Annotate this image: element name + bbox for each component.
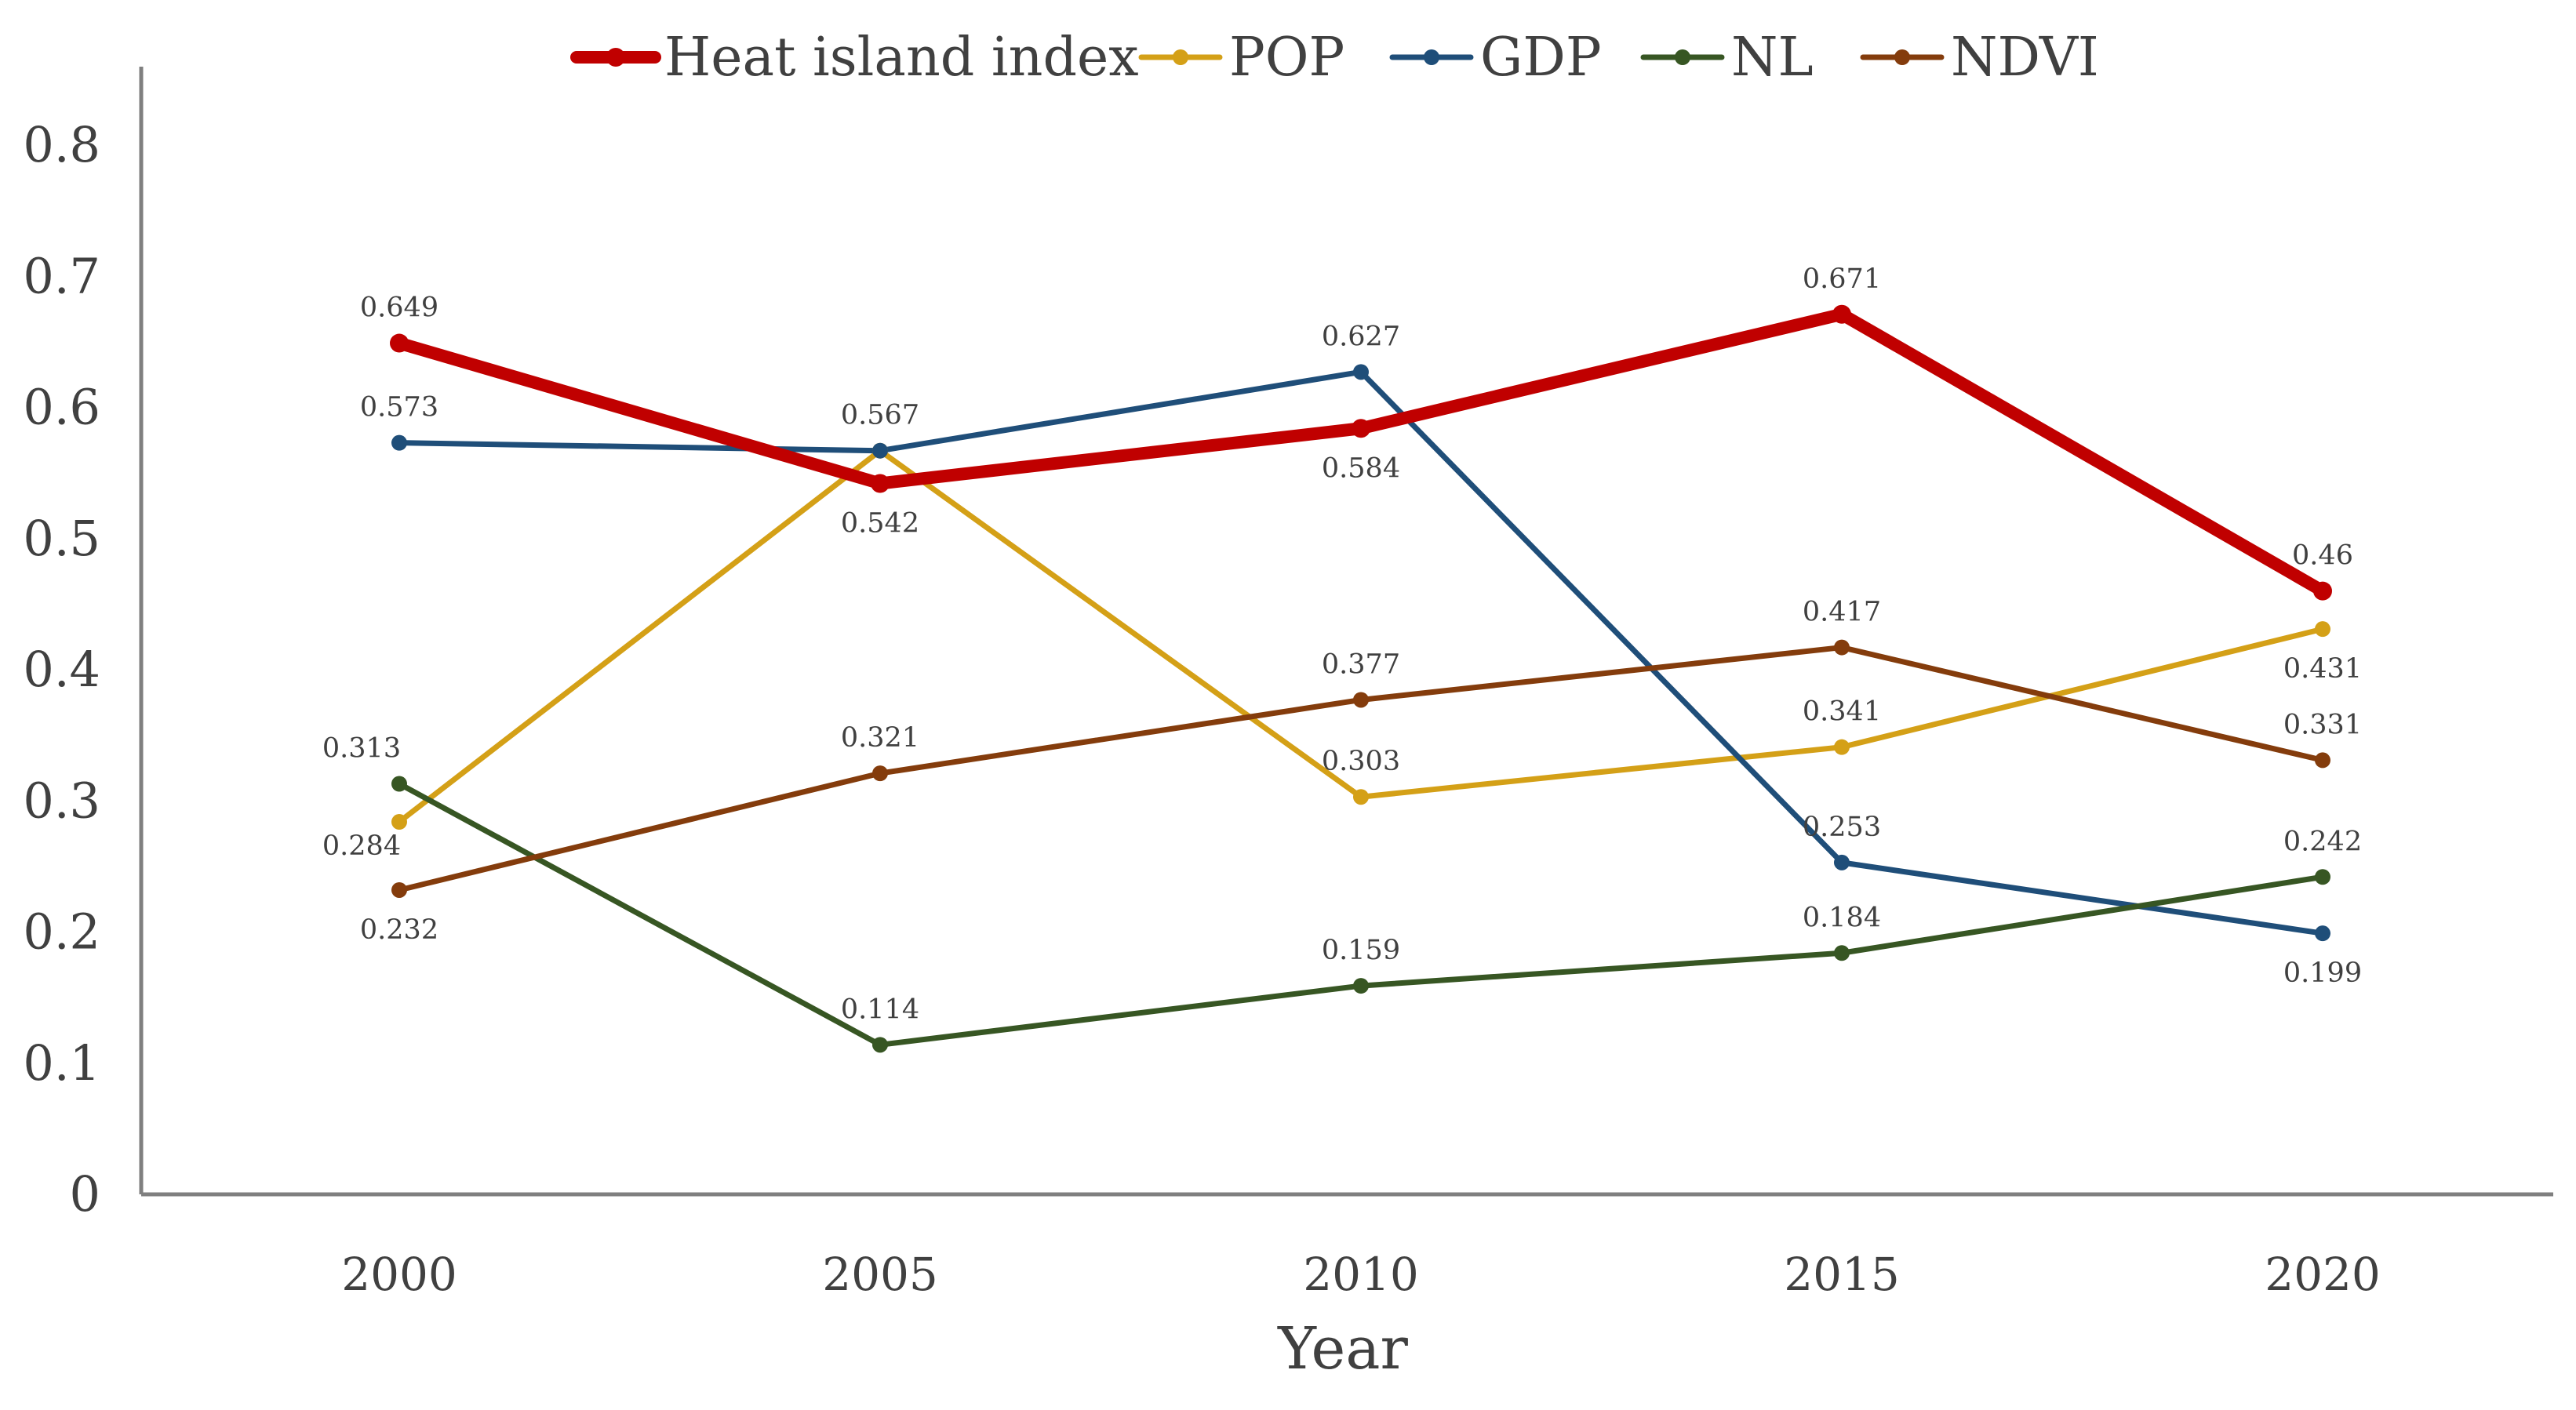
y-tick-label: 0.7: [23, 247, 100, 304]
data-label-pop: 0.284: [322, 830, 401, 862]
data-label-gdp: 0.573: [360, 392, 438, 423]
x-tick-label: 2020: [2265, 1248, 2381, 1301]
legend-item-heat-island-index: Heat island index: [570, 27, 1139, 89]
series-markers: [390, 304, 2332, 1053]
data-point-heat-island-index: [1832, 304, 1851, 324]
data-label-ndvi: 0.417: [1803, 597, 1881, 628]
data-point-ndvi: [391, 881, 407, 898]
y-tick-label: 0.1: [23, 1034, 100, 1092]
data-point-ndvi: [1834, 639, 1850, 656]
y-tick-label: 0.5: [23, 510, 100, 567]
legend-label: POP: [1229, 27, 1344, 89]
data-label-ndvi: 0.232: [360, 914, 438, 946]
data-label-pop: 0.431: [2283, 653, 2362, 685]
y-tick-label: 0.4: [23, 641, 100, 698]
data-point-pop: [2315, 621, 2330, 638]
data-label-nl: 0.313: [322, 733, 401, 765]
data-label-nl: 0.159: [1322, 935, 1400, 966]
legend-marker: [1675, 49, 1690, 65]
legend-label: NDVI: [1951, 27, 2099, 89]
x-tick-label: 2010: [1303, 1248, 1419, 1301]
data-point-heat-island-index: [2313, 581, 2332, 601]
data-point-gdp: [391, 434, 407, 451]
data-point-ndvi: [2315, 752, 2330, 769]
data-point-heat-island-index: [390, 333, 409, 353]
data-label-ndvi: 0.377: [1322, 649, 1400, 680]
data-point-heat-island-index: [1352, 419, 1370, 438]
legend-item-ndvi: NDVI: [1860, 27, 2099, 89]
data-point-ndvi: [872, 765, 888, 782]
data-label-gdp: 0.567: [841, 400, 919, 431]
data-label-heat-island-index: 0.671: [1803, 263, 1881, 295]
y-tick-label: 0.3: [23, 772, 100, 829]
data-point-nl: [1353, 978, 1369, 994]
data-point-ndvi: [1353, 692, 1369, 708]
data-point-pop: [1834, 739, 1850, 755]
y-tick-label: 0: [70, 1165, 100, 1223]
y-tick-label: 0.8: [23, 116, 100, 173]
series-line-nl: [396, 781, 2326, 1048]
data-point-nl: [872, 1037, 888, 1053]
data-point-nl: [391, 776, 407, 792]
data-label-nl: 0.242: [2283, 826, 2362, 857]
data-label-gdp: 0.199: [2283, 958, 2362, 989]
legend-item-nl: NL: [1640, 27, 1814, 89]
data-label-heat-island-index: 0.542: [841, 508, 919, 540]
legend-marker: [1894, 49, 1910, 65]
data-label-gdp: 0.253: [1803, 812, 1881, 843]
data-label-ndvi: 0.321: [841, 722, 919, 754]
data-point-pop: [1353, 789, 1369, 805]
y-tick-label: 0.6: [23, 379, 100, 436]
x-tick-label: 2005: [822, 1248, 938, 1301]
data-label-pop: 0.303: [1322, 746, 1400, 777]
legend-label: Heat island index: [664, 27, 1139, 89]
axes: [139, 67, 2553, 1197]
legend-marker: [606, 48, 625, 67]
data-label-heat-island-index: 0.649: [360, 293, 438, 324]
legend-label: NL: [1731, 27, 1814, 89]
legend-item-gdp: GDP: [1389, 27, 1602, 89]
legend-marker: [1424, 49, 1439, 65]
data-point-gdp: [1834, 854, 1850, 870]
legend: Heat island index POP GDP NL NDVI: [570, 27, 2099, 89]
data-point-nl: [1834, 945, 1850, 961]
data-label-pop: 0.341: [1803, 696, 1881, 728]
x-axis-ticks: 2000 2005 2010 2015 2020: [341, 1248, 2381, 1301]
x-tick-label: 2000: [341, 1248, 457, 1301]
legend-marker: [1173, 49, 1188, 65]
data-label-ndvi: 0.331: [2283, 709, 2362, 740]
y-axis-ticks: 0 0.1 0.2 0.3 0.4 0.5 0.6 0.7 0.8: [23, 116, 100, 1223]
data-label-heat-island-index: 0.584: [1322, 452, 1400, 484]
data-point-gdp: [872, 442, 888, 459]
data-point-gdp: [1353, 364, 1369, 380]
data-point-pop: [391, 814, 407, 830]
data-point-nl: [2315, 869, 2330, 885]
data-point-heat-island-index: [871, 474, 890, 493]
data-label-nl: 0.114: [841, 994, 919, 1025]
x-axis-label: Year: [1277, 1315, 1408, 1383]
data-labels: 0.284 0.303 0.341 0.431 0.573 0.567 0.627 0.253…: [322, 263, 2362, 1026]
data-label-heat-island-index: 0.46: [2292, 540, 2353, 572]
legend-label: GDP: [1480, 27, 1602, 89]
x-tick-label: 2015: [1784, 1248, 1900, 1301]
data-label-nl: 0.184: [1803, 902, 1881, 933]
data-label-gdp: 0.627: [1322, 321, 1400, 352]
data-point-gdp: [2315, 925, 2330, 942]
y-tick-label: 0.2: [23, 903, 100, 961]
legend-item-pop: POP: [1138, 27, 1344, 89]
